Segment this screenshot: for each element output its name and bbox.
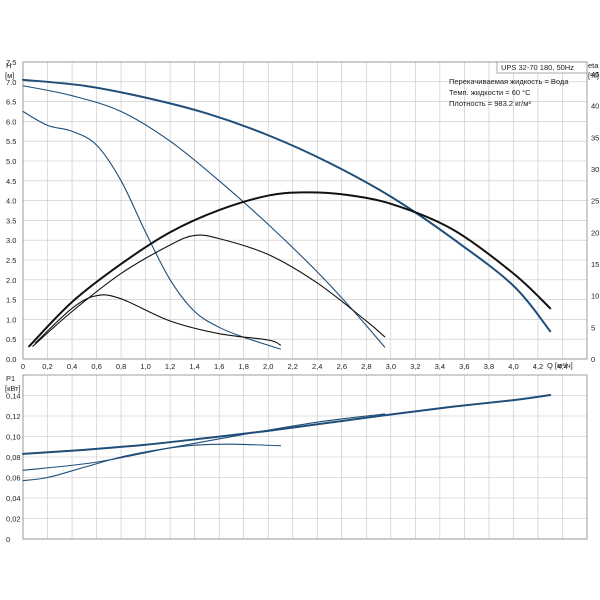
h-tick-label: 1.5 [6, 296, 16, 305]
q-tick-label: 0,8 [116, 362, 126, 371]
h-axis-label: H [6, 61, 11, 70]
eta-axis-label: eta [588, 61, 599, 70]
q-tick-label: 3,4 [435, 362, 445, 371]
qh-plot-frame [22, 61, 588, 360]
h-axis-ticks: 0.0 0.5 1.0 1.5 2.0 2.5 3.0 3.5 4.0 4.5 5.0 5.5 6.0 6… [6, 58, 16, 364]
q-tick-label: 3,0 [386, 362, 396, 371]
p1-tick-label: 0,10 [6, 433, 21, 442]
p1-tick-label: 0,04 [6, 494, 21, 503]
q-tick-label: 0,4 [67, 362, 77, 371]
eta-tick-label: 35 [591, 133, 599, 142]
q-tick-label: 2,0 [263, 362, 273, 371]
power-curve-1 [22, 393, 552, 455]
p1-tick-label: 0,02 [6, 515, 21, 524]
eta-tick-label: 0 [591, 355, 595, 364]
eta-tick-label: 20 [591, 228, 599, 237]
eta-tick-label: 15 [591, 260, 599, 269]
model-box [496, 61, 588, 74]
temperature-line: Темп. жидкости = 60 °C [449, 88, 531, 97]
q-tick-label: 0 [21, 362, 25, 371]
h-tick-label: 2.5 [6, 256, 16, 265]
q-tick-label: 3,2 [410, 362, 420, 371]
eta-tick-label: 25 [591, 197, 599, 206]
eta-curve-1 [28, 191, 552, 348]
eta-tick-label: 45 [591, 70, 599, 79]
h-tick-label: 7.0 [6, 78, 16, 87]
q-tick-label: 0,2 [42, 362, 52, 371]
head-curve-2 [22, 85, 386, 348]
q-tick-label: 0,6 [91, 362, 101, 371]
head-curve-1 [22, 78, 552, 333]
q-tick-label: 1,8 [238, 362, 248, 371]
p1-axis-ticks: 0 0,02 0,04 0,06 0,08 0,10 0,12 0,14 [6, 392, 21, 545]
h-tick-label: 6.5 [6, 98, 16, 107]
q-tick-label: 1,6 [214, 362, 224, 371]
head-curve-3 [22, 110, 282, 350]
eta-tick-label: 40 [591, 102, 599, 111]
q-tick-label: 2,6 [337, 362, 347, 371]
q-tick-label: 1,4 [189, 362, 199, 371]
h-tick-label: 3.0 [6, 236, 16, 245]
eta-curve-3 [34, 294, 282, 346]
power-plot: 0 0,02 0,04 0,06 0,08 0,10 0,12 0,14 P1 [кВт] [5, 374, 588, 545]
p1-tick-label: 0,06 [6, 474, 21, 483]
q-tick-label: 3,8 [484, 362, 494, 371]
density-line: Плотность = 983.2 кг/м³ [449, 99, 531, 108]
power-plot-frame [22, 374, 588, 540]
h-tick-label: 1.0 [6, 315, 16, 324]
q-tick-label: 1,0 [140, 362, 150, 371]
q-tick-label: 2,8 [361, 362, 371, 371]
h-tick-label: 5.5 [6, 137, 16, 146]
h-tick-label: 0.5 [6, 335, 16, 344]
q-tick-label: 4,2 [533, 362, 543, 371]
h-tick-label: 4.5 [6, 177, 16, 186]
p1-tick-label: 0,14 [6, 392, 21, 401]
q-tick-label: 3,6 [459, 362, 469, 371]
h-axis-unit: [м] [5, 71, 14, 80]
p1-tick-label: 0,12 [6, 412, 21, 421]
h-tick-label: 6.0 [6, 117, 16, 126]
eta-axis-unit: [%] [588, 71, 599, 80]
pump-model: UPS 32-70 180, 50Hz [501, 63, 574, 72]
p1-axis-unit: [кВт] [5, 384, 21, 393]
q-tick-label: 2,2 [288, 362, 298, 371]
h-tick-label: 2.0 [6, 276, 16, 285]
q-tick-label: 2,4 [312, 362, 322, 371]
q-axis-ticks: 0 0,2 0,4 0,6 0,8 1,0 1,2 1,4 1,6 1,8 2,0 2,2 2,4 2,6… [21, 362, 568, 371]
p1-axis-label: P1 [6, 374, 15, 383]
power-grid [22, 375, 587, 540]
h-tick-label: 4.0 [6, 197, 16, 206]
power-curves [22, 393, 552, 482]
q-tick-label: 4,0 [508, 362, 518, 371]
p1-tick-label: 0 [6, 535, 10, 544]
fluid-line: Перекачиваемая жидкость = Вода [449, 77, 569, 86]
q-tick-label: 1,2 [165, 362, 175, 371]
eta-tick-label: 30 [591, 165, 599, 174]
eta-curve-2 [32, 234, 386, 347]
info-box: UPS 32-70 180, 50Hz Перекачиваемая жидко… [449, 61, 588, 108]
h-tick-label: 0.0 [6, 355, 16, 364]
q-tick-label: 4,4 [557, 362, 567, 371]
power-curve-2 [22, 413, 386, 471]
h-tick-label: 5.0 [6, 157, 16, 166]
h-tick-label: 3.5 [6, 216, 16, 225]
power-curve-3 [22, 443, 282, 482]
q-axis-label: Q [м³/ч] [547, 361, 573, 370]
qh-curves [22, 78, 552, 350]
eta-tick-label: 10 [591, 292, 599, 301]
h-tick-label: 7.5 [6, 58, 16, 67]
qh-plot: 0 0,2 0,4 0,6 0,8 1,0 1,2 1,4 1,6 1,8 2,0 2,2 2,4 2,6… [5, 58, 599, 371]
eta-axis-ticks: 0 5 10 15 20 25 30 35 40 45 [591, 70, 599, 364]
eta-tick-label: 5 [591, 323, 595, 332]
p1-tick-label: 0,08 [6, 453, 21, 462]
